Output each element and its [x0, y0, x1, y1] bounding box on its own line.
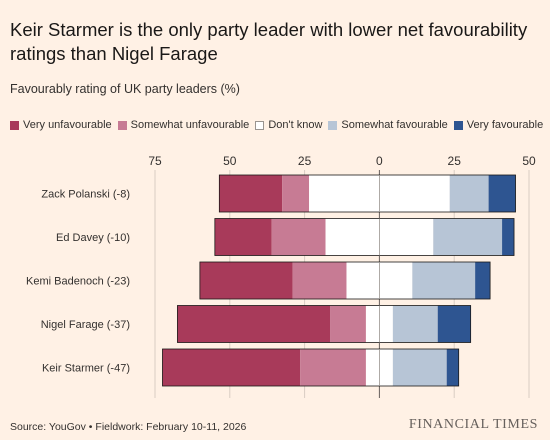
- bar-outline: [162, 348, 460, 387]
- legend-swatch-somewhat-unfavourable: [117, 120, 127, 130]
- bar-segment: [449, 175, 489, 212]
- bar-segment: [219, 175, 283, 212]
- legend-item-dont-know: Don't know: [255, 119, 322, 131]
- bar-segment: [214, 218, 272, 256]
- legend-swatch-dont-know: [255, 120, 265, 130]
- chart-title: Keir Starmer is the only party leader wi…: [10, 19, 528, 64]
- bar-segment: [392, 305, 438, 343]
- category-label: Zack Polanski (-8): [41, 189, 130, 201]
- legend-swatch-very-unfavourable: [10, 120, 19, 130]
- bar-segment: [300, 349, 366, 386]
- bar-segment: [475, 262, 491, 299]
- bar-segment: [412, 262, 476, 299]
- bar-segment: [502, 218, 515, 256]
- legend-item-very-favourable: Very favourable: [453, 119, 544, 131]
- x-tick-label: 50: [223, 154, 237, 168]
- legend-item-somewhat-unfavourable: Somewhat unfavourable: [117, 119, 250, 131]
- category-label: Ed Davey (-10): [56, 232, 130, 244]
- legend-label-very-favourable: Very favourable: [466, 119, 544, 131]
- legend-swatch-very-favourable: [453, 120, 463, 130]
- bar-segment: [199, 262, 293, 299]
- category-label: Keir Starmer (-47): [42, 363, 130, 375]
- source-note: Source: YouGov • Fieldwork: February 10-…: [10, 421, 247, 433]
- legend-label-somewhat-unfavourable: Somewhat unfavourable: [130, 119, 250, 131]
- legend-label-somewhat-favourable: Somewhat favourable: [341, 119, 448, 131]
- legend-label-dont-know: Don't know: [268, 119, 323, 131]
- legend-item-very-unfavourable: Very unfavourable: [10, 119, 112, 131]
- category-label: Nigel Farage (-37): [41, 319, 130, 331]
- bar-segment: [271, 218, 326, 256]
- bar-outline: [218, 174, 516, 213]
- bar-outline: [199, 261, 491, 300]
- x-tick-label: 25: [448, 154, 462, 168]
- category-label: Kemi Badenoch (-23): [26, 276, 130, 288]
- legend-label-very-unfavourable: Very unfavourable: [23, 119, 112, 131]
- chart-subtitle: Favourably rating of UK party leaders (%…: [10, 82, 240, 96]
- bar-segment: [330, 305, 366, 343]
- bar-segment: [282, 175, 310, 212]
- x-tick-label: 50: [522, 154, 536, 168]
- bar-segment: [433, 218, 503, 256]
- bar-outline: [214, 218, 515, 256]
- x-tick-label: 75: [148, 154, 162, 168]
- bar-outline: [177, 305, 472, 343]
- bar-segment: [292, 262, 347, 299]
- bar-segment: [488, 175, 516, 212]
- legend-item-somewhat-favourable: Somewhat favourable: [328, 119, 448, 131]
- x-tick-label: 25: [298, 154, 312, 168]
- legend-swatch-somewhat-favourable: [328, 120, 338, 130]
- bar-segment: [446, 349, 459, 386]
- bar-segment: [162, 349, 301, 386]
- ft-brand-logo: FINANCIAL TIMES: [408, 417, 538, 432]
- bar-segment: [437, 305, 471, 343]
- bar-segment: [177, 305, 331, 343]
- bar-segment: [392, 349, 447, 386]
- chart-legend: Very unfavourable Somewhat unfavourable …: [10, 119, 543, 131]
- x-tick-label: 0: [376, 154, 383, 168]
